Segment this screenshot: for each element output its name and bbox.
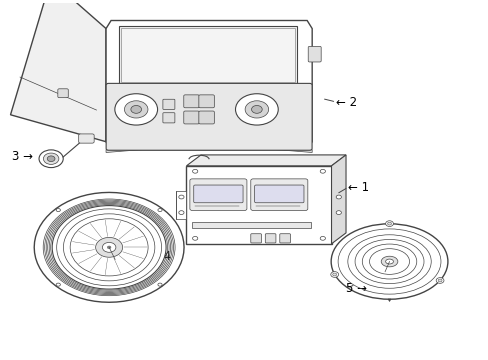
Polygon shape (331, 155, 346, 244)
FancyBboxPatch shape (163, 99, 175, 109)
FancyBboxPatch shape (265, 234, 275, 243)
Ellipse shape (381, 256, 397, 267)
FancyBboxPatch shape (189, 179, 246, 211)
Text: ← 1: ← 1 (348, 181, 369, 194)
Polygon shape (119, 26, 297, 84)
Circle shape (56, 283, 60, 286)
FancyBboxPatch shape (199, 95, 214, 108)
Circle shape (330, 272, 338, 277)
Circle shape (387, 222, 391, 225)
FancyBboxPatch shape (250, 179, 307, 211)
Circle shape (47, 156, 55, 162)
FancyBboxPatch shape (279, 234, 290, 243)
Polygon shape (331, 191, 341, 219)
Circle shape (235, 94, 278, 125)
Text: ← 2: ← 2 (336, 95, 357, 108)
Ellipse shape (385, 259, 393, 264)
FancyBboxPatch shape (183, 111, 199, 124)
Circle shape (251, 105, 262, 113)
Circle shape (179, 195, 183, 199)
FancyBboxPatch shape (192, 222, 310, 228)
Circle shape (131, 105, 141, 113)
Circle shape (52, 206, 166, 289)
Circle shape (192, 169, 197, 173)
FancyBboxPatch shape (199, 111, 214, 124)
Circle shape (158, 283, 162, 286)
Circle shape (335, 211, 341, 215)
Polygon shape (186, 155, 346, 166)
Ellipse shape (330, 224, 447, 299)
Circle shape (102, 242, 116, 252)
Circle shape (115, 94, 157, 125)
Text: 5 →: 5 → (346, 282, 366, 294)
Circle shape (320, 169, 325, 173)
Text: ← 4: ← 4 (150, 250, 171, 263)
FancyBboxPatch shape (254, 185, 304, 203)
FancyBboxPatch shape (250, 234, 261, 243)
Circle shape (158, 208, 162, 212)
Polygon shape (387, 299, 390, 301)
FancyBboxPatch shape (307, 46, 321, 62)
Circle shape (107, 246, 111, 249)
Circle shape (435, 278, 443, 283)
FancyBboxPatch shape (58, 89, 68, 98)
Circle shape (179, 211, 183, 215)
FancyBboxPatch shape (193, 185, 243, 203)
FancyBboxPatch shape (183, 95, 199, 108)
Circle shape (320, 237, 325, 240)
Circle shape (192, 237, 197, 240)
FancyBboxPatch shape (79, 134, 94, 143)
Circle shape (437, 279, 441, 282)
Circle shape (332, 273, 336, 276)
Circle shape (124, 101, 148, 118)
Circle shape (385, 221, 393, 226)
Polygon shape (106, 21, 311, 150)
FancyBboxPatch shape (106, 84, 311, 150)
Polygon shape (10, 0, 106, 142)
Polygon shape (186, 166, 331, 244)
FancyBboxPatch shape (163, 113, 175, 123)
Circle shape (244, 101, 268, 118)
Text: 3 →: 3 → (12, 150, 33, 163)
Circle shape (56, 208, 60, 212)
Polygon shape (106, 147, 311, 153)
Circle shape (43, 153, 59, 165)
Polygon shape (176, 191, 186, 219)
Circle shape (96, 238, 122, 257)
Polygon shape (34, 192, 183, 302)
Circle shape (39, 150, 63, 168)
Circle shape (335, 195, 341, 199)
